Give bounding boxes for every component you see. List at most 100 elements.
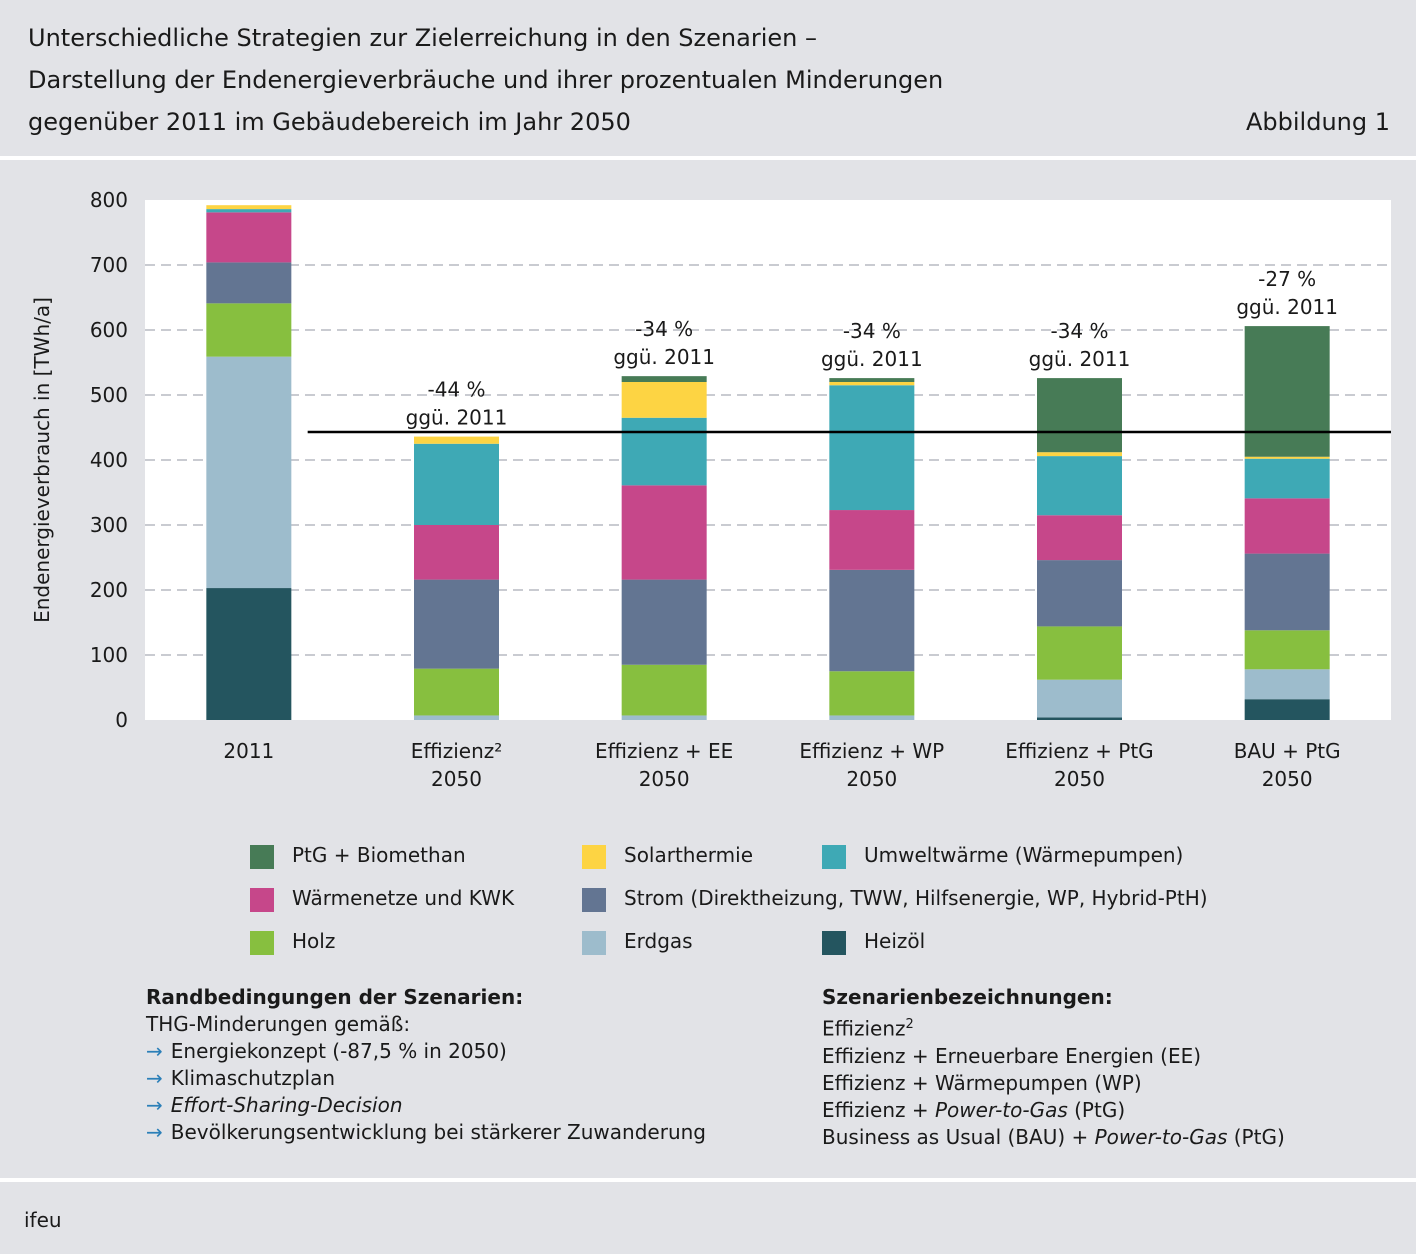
legend-label: Umweltwärme (Wärmepumpen) xyxy=(864,843,1184,867)
header-divider xyxy=(0,156,1416,160)
bar-segment xyxy=(621,485,707,580)
arrow-right-icon: → xyxy=(146,1120,163,1144)
bar-segment xyxy=(621,382,707,418)
bar-segment xyxy=(829,715,915,720)
reduction-annotation: -34 % xyxy=(1050,319,1108,343)
bar-segment xyxy=(1037,456,1122,516)
figure-label: Abbildung 1 xyxy=(1245,108,1390,136)
bar-segment xyxy=(206,205,292,210)
bar-segment xyxy=(1037,515,1122,561)
scenario-name-italic: Power-to-Gas xyxy=(1094,1124,1228,1149)
bar-segment xyxy=(206,262,292,304)
bar-segment xyxy=(829,378,915,382)
bar-segment xyxy=(829,510,915,570)
y-tick-label: 500 xyxy=(90,383,128,407)
x-tick-label: Effizienz² xyxy=(411,739,503,763)
bar-segment xyxy=(621,417,707,486)
legend-swatch xyxy=(250,845,274,869)
legend-swatch xyxy=(822,931,846,955)
bar-segment xyxy=(829,569,915,672)
bar-segment xyxy=(414,443,499,525)
bar-segment xyxy=(1244,669,1330,700)
bar-segment xyxy=(414,668,499,716)
legend-swatch xyxy=(250,931,274,955)
bar-segment xyxy=(414,715,499,720)
bar-segment xyxy=(621,376,707,382)
notes-item: → Klimaschutzplan xyxy=(146,1065,706,1092)
legend-label: Strom (Direktheizung, TWW, Hilfsenergie,… xyxy=(624,886,1208,910)
bar-segment xyxy=(1244,699,1330,720)
bar-segment xyxy=(1244,326,1330,457)
notes-intro: THG-Minderungen gemäß: xyxy=(146,1012,411,1036)
y-tick-label: 300 xyxy=(90,513,128,537)
reduction-annotation: -34 % xyxy=(843,319,901,343)
scenario-name-text: Effizienz + xyxy=(822,1097,935,1122)
bar-segment xyxy=(621,579,707,665)
bar-segment xyxy=(414,436,499,444)
y-tick-label: 700 xyxy=(90,253,128,277)
notes-item: → Effort-Sharing-Decision xyxy=(146,1092,706,1119)
scenario-name: Effizienz + Wärmepumpen (WP) xyxy=(822,1070,1142,1095)
chart-title-line-1: Unterschiedliche Strategien zur Zielerre… xyxy=(28,24,817,52)
legend-swatch xyxy=(582,845,606,869)
x-tick-label: 2050 xyxy=(1054,767,1105,791)
notes-item: → Bevölkerungsentwicklung bei stärkerer Z… xyxy=(146,1119,706,1146)
bar-segment xyxy=(1244,458,1330,499)
scenario-name: Business as Usual (BAU) + Power-to-Gas (… xyxy=(822,1124,1285,1151)
bar-segment xyxy=(206,209,292,213)
reduction-annotation: ggü. 2011 xyxy=(613,345,715,369)
reduction-annotation: ggü. 2011 xyxy=(406,406,508,430)
arrow-right-icon: → xyxy=(146,1066,163,1090)
scenario-name-text: Effizienz xyxy=(822,1016,906,1041)
x-tick-label: 2050 xyxy=(431,767,482,791)
legend-swatch xyxy=(582,931,606,955)
scenario-name: Effizienz + Power-to-Gas (PtG) xyxy=(822,1097,1285,1124)
x-tick-label: Effizienz + EE xyxy=(595,739,733,763)
bar-segment xyxy=(1244,553,1330,631)
legend-swatch xyxy=(582,888,606,912)
scenario-name-text: (PtG) xyxy=(1067,1097,1126,1122)
y-tick-label: 600 xyxy=(90,318,128,342)
reduction-annotation: -44 % xyxy=(427,378,485,402)
bar-segment xyxy=(1037,378,1122,453)
legend-label: Solarthermie xyxy=(624,843,754,867)
bar-segment xyxy=(206,588,292,720)
scenario-name: Effizienz + Erneuerbare Energien (EE) xyxy=(822,1043,1202,1068)
x-tick-label: BAU + PtG xyxy=(1234,739,1341,763)
plot-area xyxy=(145,200,1391,720)
bar-segment xyxy=(206,356,292,589)
scenario-name-italic: Power-to-Gas xyxy=(934,1097,1068,1122)
y-tick-label: 0 xyxy=(115,708,128,732)
bar-segment xyxy=(829,385,915,511)
notes-item-text: Effort-Sharing-Decision xyxy=(170,1093,403,1117)
scenario-name-text: (PtG) xyxy=(1227,1124,1285,1149)
notes-heading: Szenarienbezeichnungen: xyxy=(822,985,1113,1009)
x-tick-label: 2050 xyxy=(1262,767,1313,791)
x-tick-label: Effizienz + WP xyxy=(799,739,944,763)
reduction-annotation: ggü. 2011 xyxy=(1236,295,1338,319)
y-tick-label: 400 xyxy=(90,448,128,472)
y-tick-label: 100 xyxy=(90,643,128,667)
bar-segment xyxy=(414,525,499,580)
x-tick-label: 2050 xyxy=(846,767,897,791)
bar-segment xyxy=(1244,498,1330,554)
legend-label: Erdgas xyxy=(624,929,693,953)
legend-swatch xyxy=(822,845,846,869)
footer-divider xyxy=(0,1178,1416,1182)
bar-segment xyxy=(414,579,499,669)
legend-label: PtG + Biomethan xyxy=(292,843,466,867)
bar-segment xyxy=(1244,456,1330,459)
bar-segment xyxy=(206,303,292,357)
bar-segment xyxy=(829,671,915,716)
reduction-annotation: -27 % xyxy=(1258,267,1316,291)
notes-item-text: Energiekonzept (-87,5 % in 2050) xyxy=(170,1039,507,1063)
arrow-right-icon: → xyxy=(146,1093,163,1117)
chart-title-line-2: Darstellung der Endenergieverbräuche und… xyxy=(28,66,944,94)
bar-segment xyxy=(206,212,292,263)
notes-randbedingungen: Randbedingungen der Szenarien: THG-Minde… xyxy=(146,984,706,1146)
x-tick-label: 2011 xyxy=(223,739,274,763)
stacked-bar-chart: 0 100 200 300 400 500 600 700 800 Endenergieverbr… xyxy=(30,188,1391,791)
header: Unterschiedliche Strategien zur Zielerre… xyxy=(0,0,1416,156)
legend-label: Wärmenetze und KWK xyxy=(292,886,515,910)
notes-heading: Randbedingungen der Szenarien: xyxy=(146,985,524,1009)
